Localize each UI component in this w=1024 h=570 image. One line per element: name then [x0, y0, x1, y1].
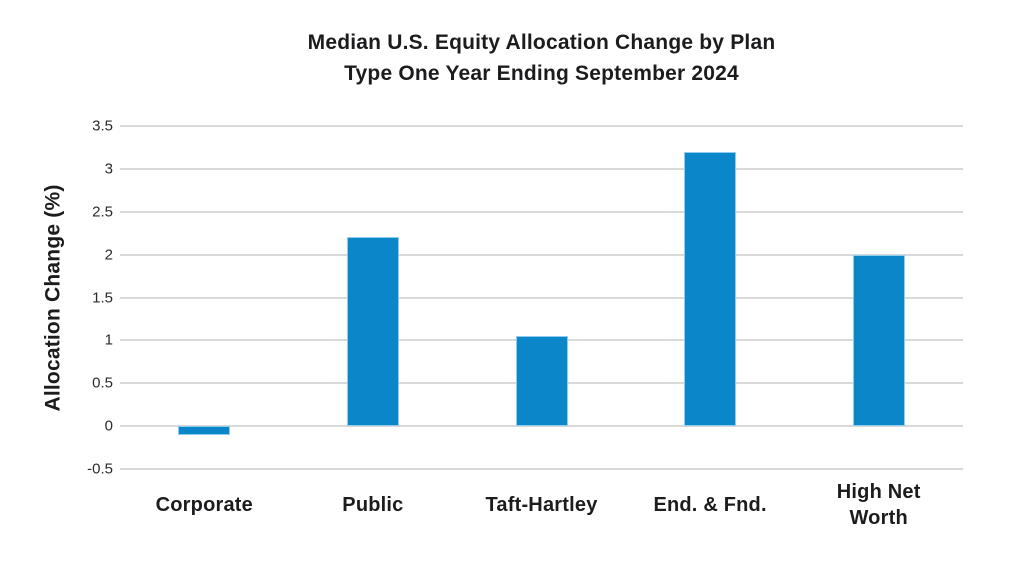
y-tick-label: 1.5: [92, 289, 113, 306]
bar-end-fnd: [684, 151, 737, 427]
y-tick-label: 0.5: [92, 374, 113, 392]
x-category-label: Taft-Hartley: [485, 494, 598, 516]
bar-corporate: [178, 426, 231, 435]
chart-title: Median U.S. Equity Allocation Change by …: [307, 31, 776, 85]
y-tick-label: 3: [104, 160, 113, 178]
gridline: [120, 425, 963, 428]
x-category-label: High Net Worth: [836, 481, 921, 529]
y-axis-tick-labels: 3.5 3 2.5 2 1.5 1 0.5 0 -0.5: [0, 118, 113, 478]
y-tick-label: -0.5: [87, 460, 113, 478]
y-tick-label: 2: [104, 246, 113, 264]
y-tick-label: 3.5: [92, 117, 113, 135]
y-tick-label: 0: [104, 417, 113, 435]
bar-taft-hartley: [515, 336, 568, 427]
x-category-label: End. & Fnd.: [653, 494, 767, 516]
y-tick-label: 2.5: [92, 203, 113, 221]
bar-high-net-worth: [852, 254, 905, 427]
gridline: [120, 125, 963, 127]
x-category-label: Public: [342, 494, 404, 516]
x-category-label: Corporate: [155, 494, 253, 516]
bar-public: [346, 237, 399, 427]
gridline: [120, 210, 963, 213]
gridline: [120, 167, 963, 170]
y-tick-label: 1: [104, 331, 113, 349]
plot-area: [120, 125, 963, 470]
gridline: [120, 253, 963, 256]
x-axis-category-labels: Corporate Public Taft-Hartley End. & Fnd. Hi…: [120, 473, 963, 543]
gridline: [120, 468, 963, 470]
gridline: [120, 296, 963, 299]
